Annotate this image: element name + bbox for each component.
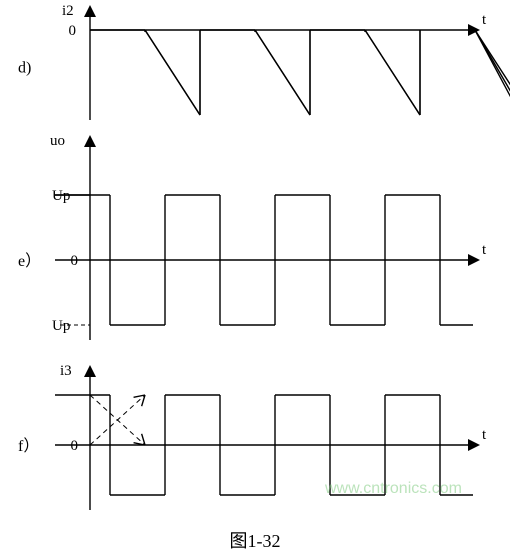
axis-label-i2: i2 bbox=[62, 3, 74, 19]
axis-label-t-d: t bbox=[482, 12, 487, 28]
figure-svg: i2 0 t d) uo 0 t e） Up Up i3 0 t f） bbox=[0, 0, 510, 557]
axis-label-i3: i3 bbox=[60, 363, 72, 379]
zero-label-e: 0 bbox=[71, 253, 79, 269]
arrow-up bbox=[84, 365, 96, 377]
zero-label-d: 0 bbox=[69, 23, 77, 39]
arrow-up bbox=[84, 5, 96, 17]
up-label-pos: Up bbox=[52, 188, 70, 204]
panel-label-d: d) bbox=[18, 60, 31, 77]
axis-label-t-f: t bbox=[482, 427, 487, 443]
zero-label-f: 0 bbox=[71, 438, 79, 454]
figure-caption-wrap: 图1-32 bbox=[0, 527, 510, 553]
arrow-right bbox=[468, 439, 480, 451]
arrow-up bbox=[84, 135, 96, 147]
figure-caption: 图1-32 bbox=[230, 531, 281, 551]
arrow-right bbox=[468, 254, 480, 266]
axis-label-uo: uo bbox=[50, 133, 65, 149]
panel-label-e: e） bbox=[18, 252, 41, 270]
panel-label-f: f） bbox=[18, 437, 39, 455]
axis-label-t-e: t bbox=[482, 242, 487, 258]
up-label-neg: Up bbox=[52, 318, 70, 334]
